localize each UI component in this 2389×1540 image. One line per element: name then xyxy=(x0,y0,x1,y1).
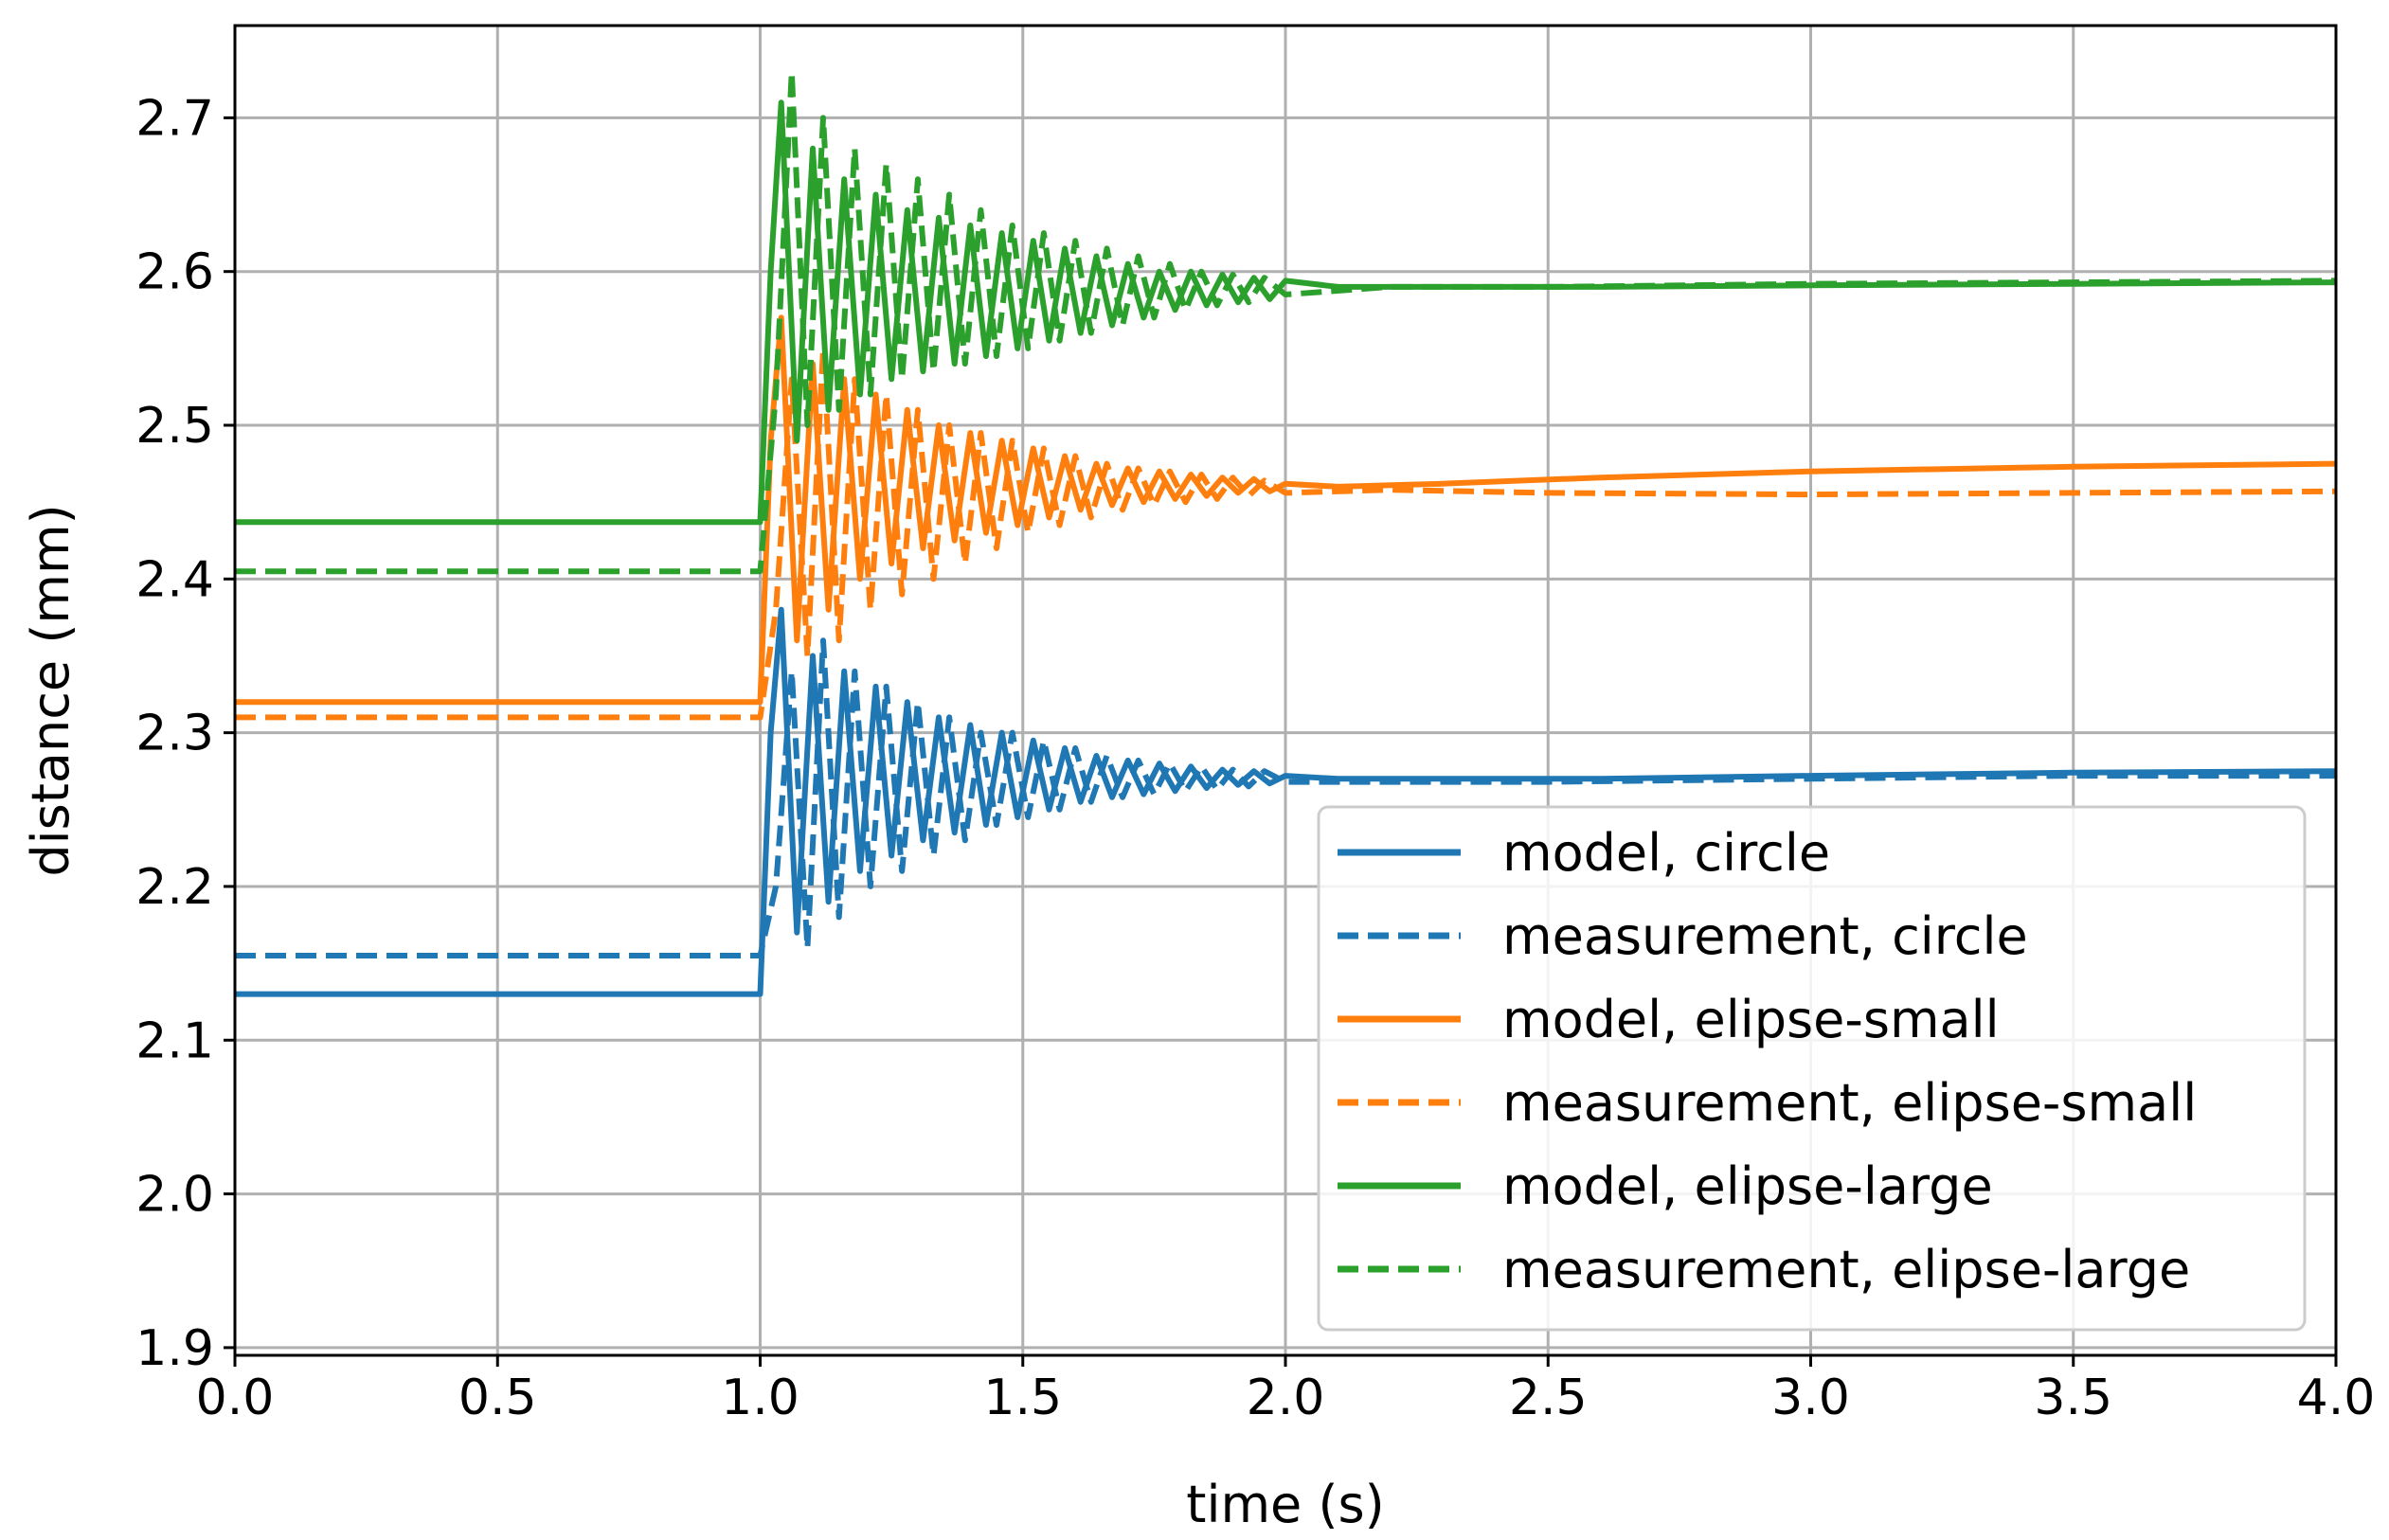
series-line-1 xyxy=(235,637,2336,958)
y-tick-label-4: 2.3 xyxy=(135,706,214,762)
y-tick-label-1: 2.0 xyxy=(135,1167,214,1224)
y-axis-label: distance (mm) xyxy=(21,504,81,876)
series-line-4 xyxy=(235,99,2337,526)
series-line-2 xyxy=(235,314,2337,706)
x-tick-label-1: 0.5 xyxy=(458,1370,537,1426)
series-layer xyxy=(235,68,2337,997)
y-tick-label-5: 2.4 xyxy=(135,551,214,608)
x-tick-label-8: 4.0 xyxy=(2297,1370,2376,1426)
legend-box xyxy=(1317,805,2307,1332)
legend-entries: model, circle measurement, circle model, e… xyxy=(1338,823,2197,1299)
legend-label-3: measurement, elipse-small xyxy=(1502,1073,2197,1133)
legend-label-0: model, circle xyxy=(1502,823,1830,883)
y-tick-label-8: 2.7 xyxy=(135,90,214,147)
legend-label-4: model, elipse-large xyxy=(1502,1156,1993,1216)
x-tick-label-7: 3.5 xyxy=(2034,1370,2112,1426)
x-ticks: 0.0 0.5 1.0 1.5 2.0 2.5 3.0 3.5 4.0 xyxy=(196,1355,2376,1426)
x-tick-label-0: 0.0 xyxy=(196,1370,275,1426)
x-tick-label-6: 3.0 xyxy=(1771,1370,1850,1426)
y-tick-label-6: 2.5 xyxy=(135,398,214,455)
series-line-3 xyxy=(235,345,2337,721)
y-tick-label-0: 1.9 xyxy=(135,1320,214,1377)
y-ticks: 1.9 2.0 2.1 2.2 2.3 2.4 2.5 2.6 2.7 xyxy=(135,90,235,1377)
series-line-5 xyxy=(235,68,2337,575)
legend-label-2: model, elipse-small xyxy=(1502,990,2000,1049)
y-tick-label-7: 2.6 xyxy=(135,244,214,301)
x-tick-label-3: 1.5 xyxy=(983,1370,1062,1426)
y-tick-label-3: 2.2 xyxy=(135,859,214,916)
x-axis-label: time (s) xyxy=(1186,1475,1384,1534)
x-tick-label-2: 1.0 xyxy=(721,1370,799,1426)
series-line-0 xyxy=(235,606,2337,997)
y-tick-label-2: 2.1 xyxy=(135,1012,214,1069)
legend-label-5: measurement, elipse-large xyxy=(1502,1240,2190,1299)
legend: model, circle measurement, circle model, e… xyxy=(1317,805,2307,1332)
x-tick-label-5: 2.5 xyxy=(1509,1370,1588,1426)
x-tick-label-4: 2.0 xyxy=(1247,1370,1325,1426)
legend-label-1: measurement, circle xyxy=(1502,906,2028,966)
